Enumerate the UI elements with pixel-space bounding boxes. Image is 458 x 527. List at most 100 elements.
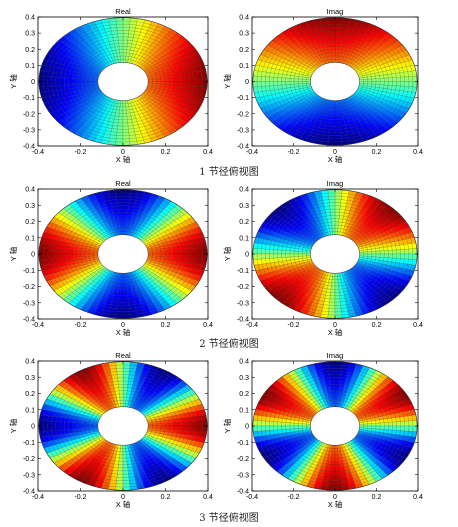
mesh-cell — [293, 78, 299, 82]
mesh-cell — [176, 418, 182, 423]
x-tick-label: 0.2 — [372, 149, 382, 156]
mesh-cell — [59, 253, 65, 259]
mesh-cell — [293, 253, 299, 257]
mesh-cell — [72, 74, 78, 79]
y-tick-label: 0 — [31, 252, 35, 259]
mesh-cell — [122, 295, 129, 300]
mesh-cell — [118, 285, 124, 290]
mesh-cell — [256, 253, 262, 260]
mesh-cell — [252, 81, 258, 88]
mesh-cell — [156, 425, 162, 429]
mesh-cell — [118, 215, 124, 219]
mesh-cell — [38, 248, 44, 255]
mesh-cell — [329, 208, 336, 213]
mesh-cell — [334, 202, 341, 207]
mesh-cell — [334, 208, 341, 213]
mesh-cell — [115, 109, 120, 114]
mesh-cell — [160, 253, 166, 257]
mesh-cell — [122, 218, 128, 223]
mesh-cell — [334, 141, 343, 146]
mesh-cell — [80, 78, 86, 82]
mesh-cell — [339, 40, 345, 44]
mesh-cell — [189, 249, 195, 255]
x-tick-label: -0.4 — [32, 149, 44, 156]
mesh-cell — [118, 292, 124, 296]
mesh-cell — [119, 224, 124, 229]
mesh-cell — [116, 195, 124, 200]
mesh-cell — [120, 273, 124, 277]
mesh-cell — [117, 122, 124, 127]
mesh-cell — [329, 295, 336, 300]
mesh-cell — [119, 454, 124, 459]
mesh-cell — [80, 425, 86, 429]
mesh-cell — [55, 76, 61, 82]
mesh-cell — [269, 249, 274, 255]
mesh-cell — [293, 248, 299, 252]
mesh-cell — [55, 249, 61, 255]
mesh-cell — [164, 81, 170, 85]
mesh-cell — [118, 384, 124, 388]
mesh-cell — [122, 371, 130, 375]
mesh-cell — [116, 473, 124, 478]
mesh-cell — [80, 251, 86, 255]
mesh-cell — [89, 251, 94, 255]
mesh-cell — [400, 253, 405, 259]
mesh-cell — [176, 246, 182, 251]
mesh-cell — [256, 76, 262, 82]
mesh-cell — [334, 103, 338, 108]
mesh-cell — [198, 81, 204, 87]
mesh-cell — [119, 49, 124, 53]
mesh-cell — [334, 27, 342, 31]
mesh-cell — [379, 84, 385, 89]
y-tick-label: -0.2 — [23, 284, 35, 291]
mesh-cell — [122, 390, 128, 395]
mesh-cell — [387, 257, 393, 262]
mesh-cell — [127, 291, 133, 296]
mesh-cell — [116, 106, 121, 111]
mesh-cell — [298, 76, 303, 80]
mesh-cell — [202, 248, 208, 255]
mesh-cell — [297, 251, 303, 255]
mesh-cell — [334, 138, 342, 143]
mesh-cell — [328, 27, 336, 31]
mesh-cell — [375, 253, 381, 258]
mesh-cell — [122, 305, 130, 309]
mesh-cell — [334, 52, 339, 57]
mesh-cell — [334, 311, 342, 316]
mesh-cell — [256, 248, 262, 255]
mesh-cell — [38, 75, 44, 82]
mesh-cell — [181, 421, 187, 427]
mesh-cell — [117, 295, 124, 300]
mesh-cell — [325, 40, 331, 44]
mesh-cell — [334, 292, 340, 296]
mesh-cell — [116, 279, 121, 283]
mesh-cell — [119, 448, 124, 452]
mesh-cell — [117, 377, 124, 382]
mesh-cell — [383, 77, 389, 82]
mesh-cell — [116, 305, 124, 309]
mesh-cell — [269, 253, 274, 259]
y-tick-label: 0.3 — [25, 203, 35, 210]
mesh-cell — [334, 314, 343, 319]
mesh-cell — [117, 103, 121, 108]
mesh-cell — [148, 425, 153, 429]
mesh-cell — [327, 109, 332, 114]
mesh-cell — [115, 189, 124, 194]
y-tick-label: -0.2 — [23, 111, 35, 118]
mesh-cell — [126, 393, 131, 398]
mesh-cell — [117, 470, 124, 475]
mesh-cell — [85, 76, 90, 80]
mesh-cell — [122, 221, 127, 226]
mesh-cell — [122, 314, 131, 319]
mesh-cell — [63, 81, 69, 86]
mesh-cell — [337, 228, 341, 232]
mesh-cell — [371, 251, 377, 255]
mesh-cell — [330, 285, 336, 290]
chart-panel-5: Real-0.4 -0.2 0 0.2 0.40.40.30.20.10-0.1-0.2… — [8, 351, 213, 509]
mesh-cell — [330, 119, 336, 124]
mesh-cell — [117, 467, 124, 472]
mesh-cell — [64, 246, 70, 251]
mesh-cell — [122, 39, 128, 44]
mesh-cell — [404, 81, 410, 87]
